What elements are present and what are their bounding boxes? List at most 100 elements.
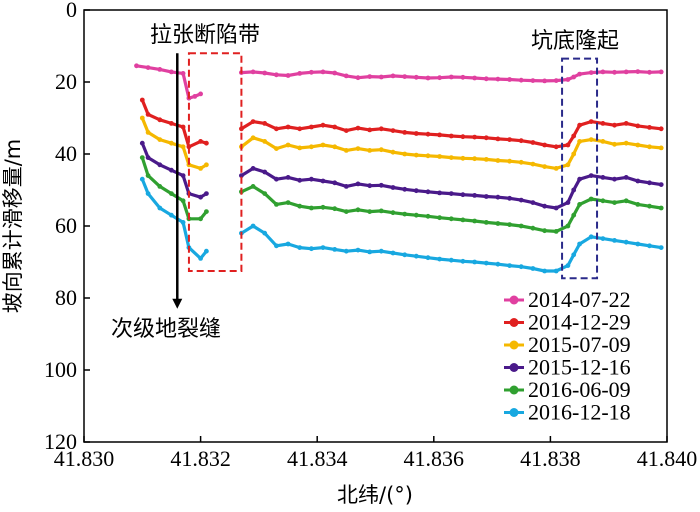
data-point (507, 158, 512, 164)
series-line (239, 136, 663, 170)
data-point (402, 252, 408, 258)
data-point (198, 166, 204, 171)
y-tick-label: 60 (55, 213, 77, 238)
data-point (204, 140, 209, 146)
data-point (402, 211, 408, 217)
data-point (378, 208, 384, 214)
data-point (600, 175, 606, 180)
data-point (448, 74, 454, 80)
data-point (250, 135, 256, 141)
legend-swatch-marker (509, 318, 519, 327)
series-layer (134, 63, 664, 274)
legend-item: 2016-12-18 (504, 400, 631, 425)
series-line (140, 141, 208, 199)
data-point (413, 74, 419, 80)
data-point (647, 203, 652, 209)
data-point (647, 69, 652, 75)
data-point (157, 184, 163, 189)
data-point (169, 167, 174, 173)
data-point (198, 91, 204, 97)
data-point (413, 253, 419, 259)
y-tick-label: 40 (55, 141, 77, 166)
data-point (239, 173, 244, 179)
data-point (530, 225, 536, 231)
data-point (518, 197, 524, 203)
data-point (285, 124, 291, 130)
data-point (542, 228, 547, 234)
data-point (612, 176, 617, 182)
data-point (192, 94, 198, 99)
data-point (577, 71, 582, 77)
x-tick-label: 41.832 (170, 446, 231, 471)
data-point (343, 73, 349, 79)
zone-label-uplift: 坑底隆起 (531, 29, 619, 54)
data-point (565, 162, 571, 168)
data-point (623, 198, 629, 204)
data-point (262, 191, 268, 197)
data-point (180, 220, 186, 225)
y-axis-title: 坡向累计滑移量/m (1, 139, 25, 314)
data-point (180, 71, 186, 76)
data-point (332, 247, 338, 252)
y-tick-label: 120 (44, 429, 77, 454)
data-point (600, 236, 606, 242)
data-point (390, 128, 396, 134)
data-point (145, 155, 151, 161)
data-point (425, 153, 431, 159)
data-point (425, 213, 431, 219)
data-point (320, 245, 326, 251)
data-point (577, 202, 582, 207)
zone-box-rift (187, 52, 243, 273)
data-point (425, 75, 431, 81)
data-point (169, 121, 174, 126)
x-axis-title: 北纬/(°) (337, 483, 413, 507)
data-point (320, 142, 326, 148)
data-point (647, 243, 652, 249)
data-point (635, 241, 641, 247)
legend-item: 2015-12-16 (504, 355, 631, 380)
zone-label-rift: 拉张断陷带 (150, 23, 260, 48)
data-point (332, 124, 338, 130)
data-point (157, 205, 163, 211)
data-point (378, 147, 384, 153)
data-point (565, 142, 571, 148)
data-point (437, 154, 442, 159)
data-point (204, 248, 209, 254)
data-point (186, 162, 192, 168)
fissure-arrow-head (172, 298, 183, 309)
x-tick-label: 41.836 (404, 446, 465, 471)
data-point (355, 207, 361, 213)
data-point (553, 205, 559, 211)
data-point (367, 209, 373, 215)
x-axis: 41.830 41.832 41.834 41.836 41.838 41.840 (54, 436, 697, 471)
data-point (553, 268, 559, 274)
data-point (250, 223, 256, 229)
data-point (367, 249, 373, 255)
data-point (139, 115, 145, 121)
data-point (658, 69, 664, 75)
data-point (658, 126, 664, 132)
data-point (437, 132, 442, 138)
data-point (495, 261, 501, 267)
data-point (437, 256, 442, 262)
data-point (274, 72, 279, 78)
data-point (343, 184, 349, 189)
data-point (600, 69, 606, 75)
y-tick-label: 100 (44, 357, 77, 382)
data-point (285, 241, 291, 247)
data-point (518, 77, 524, 83)
data-point (169, 69, 174, 75)
data-point (145, 130, 151, 135)
data-point (139, 140, 145, 146)
data-point (472, 193, 477, 198)
data-point (658, 182, 664, 188)
data-point (402, 151, 408, 157)
data-point (530, 200, 536, 206)
data-point (612, 69, 617, 75)
data-point (367, 127, 373, 133)
data-point (425, 189, 431, 195)
data-point (460, 217, 466, 223)
data-point (134, 63, 139, 69)
data-point (507, 195, 512, 201)
data-point (332, 180, 338, 186)
